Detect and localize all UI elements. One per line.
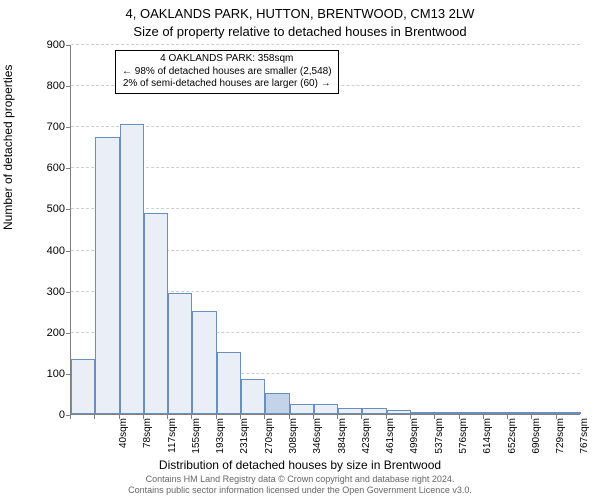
x-tick-mark bbox=[191, 415, 192, 419]
x-tick-mark bbox=[94, 415, 95, 419]
x-tick-mark bbox=[410, 415, 411, 419]
x-tick-mark bbox=[119, 415, 120, 419]
x-tick-mark bbox=[70, 415, 71, 419]
y-tick-label: 0 bbox=[25, 409, 65, 421]
y-tick-label: 500 bbox=[25, 203, 65, 215]
histogram-bar bbox=[460, 412, 484, 414]
histogram-bar bbox=[265, 393, 289, 414]
y-tick-mark bbox=[66, 251, 70, 252]
y-tick-mark bbox=[66, 127, 70, 128]
gridline bbox=[71, 44, 580, 45]
histogram-bar bbox=[314, 404, 338, 414]
y-tick-mark bbox=[66, 333, 70, 334]
histogram-bar bbox=[95, 137, 119, 415]
gridline bbox=[71, 208, 580, 209]
footer: Contains HM Land Registry data © Crown c… bbox=[0, 474, 600, 496]
x-tick-mark bbox=[313, 415, 314, 419]
x-tick-mark bbox=[434, 415, 435, 419]
histogram-bar bbox=[435, 412, 459, 414]
annotation-box: 4 OAKLANDS PARK: 358sqm ← 98% of detache… bbox=[115, 50, 339, 94]
histogram-bar bbox=[557, 412, 581, 414]
y-tick-mark bbox=[66, 209, 70, 210]
x-tick-mark bbox=[264, 415, 265, 419]
y-tick-label: 400 bbox=[25, 245, 65, 257]
y-tick-mark bbox=[66, 292, 70, 293]
histogram-bar bbox=[290, 404, 314, 414]
y-tick-label: 600 bbox=[25, 162, 65, 174]
chart-container: 4, OAKLANDS PARK, HUTTON, BRENTWOOD, CM1… bbox=[0, 0, 600, 500]
x-tick-mark bbox=[289, 415, 290, 419]
x-tick-mark bbox=[337, 415, 338, 419]
x-tick-mark bbox=[386, 415, 387, 419]
histogram-bar bbox=[217, 352, 241, 414]
y-tick-mark bbox=[66, 86, 70, 87]
annotation-line3: 2% of semi-detached houses are larger (6… bbox=[122, 78, 332, 91]
y-tick-mark bbox=[66, 168, 70, 169]
histogram-bar bbox=[120, 124, 144, 414]
plot-area bbox=[70, 45, 580, 415]
page-title-line2: Size of property relative to detached ho… bbox=[0, 24, 600, 39]
y-tick-label: 700 bbox=[25, 121, 65, 133]
y-tick-label: 300 bbox=[25, 286, 65, 298]
histogram-bar bbox=[484, 412, 508, 414]
histogram-bar bbox=[338, 408, 362, 414]
x-tick-mark bbox=[483, 415, 484, 419]
x-tick-mark bbox=[507, 415, 508, 419]
y-axis-label: Number of detached properties bbox=[1, 65, 15, 230]
y-tick-label: 100 bbox=[25, 368, 65, 380]
histogram-bar bbox=[71, 359, 95, 415]
annotation-line1: 4 OAKLANDS PARK: 358sqm bbox=[122, 53, 332, 66]
histogram-bar bbox=[192, 311, 216, 414]
x-axis-label: Distribution of detached houses by size … bbox=[0, 458, 600, 472]
histogram-bar bbox=[362, 408, 386, 414]
x-tick-mark bbox=[216, 415, 217, 419]
gridline bbox=[71, 126, 580, 127]
x-tick-mark bbox=[240, 415, 241, 419]
footer-line2: Contains public sector information licen… bbox=[128, 485, 472, 495]
x-tick-mark bbox=[531, 415, 532, 419]
x-tick-mark bbox=[361, 415, 362, 419]
histogram-bar bbox=[241, 379, 265, 414]
y-tick-label: 200 bbox=[25, 327, 65, 339]
x-tick-mark bbox=[459, 415, 460, 419]
x-tick-mark bbox=[556, 415, 557, 419]
histogram-bar bbox=[411, 412, 435, 414]
histogram-bar bbox=[532, 412, 556, 414]
y-tick-mark bbox=[66, 374, 70, 375]
y-tick-mark bbox=[66, 45, 70, 46]
page-title-line1: 4, OAKLANDS PARK, HUTTON, BRENTWOOD, CM1… bbox=[0, 6, 600, 21]
gridline bbox=[71, 167, 580, 168]
y-tick-label: 900 bbox=[25, 39, 65, 51]
histogram-bar bbox=[387, 410, 411, 414]
x-tick-mark bbox=[143, 415, 144, 419]
annotation-line2: ← 98% of detached houses are smaller (2,… bbox=[122, 66, 332, 79]
histogram-bar bbox=[144, 213, 168, 414]
histogram-bar bbox=[168, 293, 192, 414]
footer-line1: Contains HM Land Registry data © Crown c… bbox=[146, 474, 455, 484]
histogram-bar bbox=[508, 412, 532, 414]
x-tick-mark bbox=[167, 415, 168, 419]
y-tick-label: 800 bbox=[25, 80, 65, 92]
